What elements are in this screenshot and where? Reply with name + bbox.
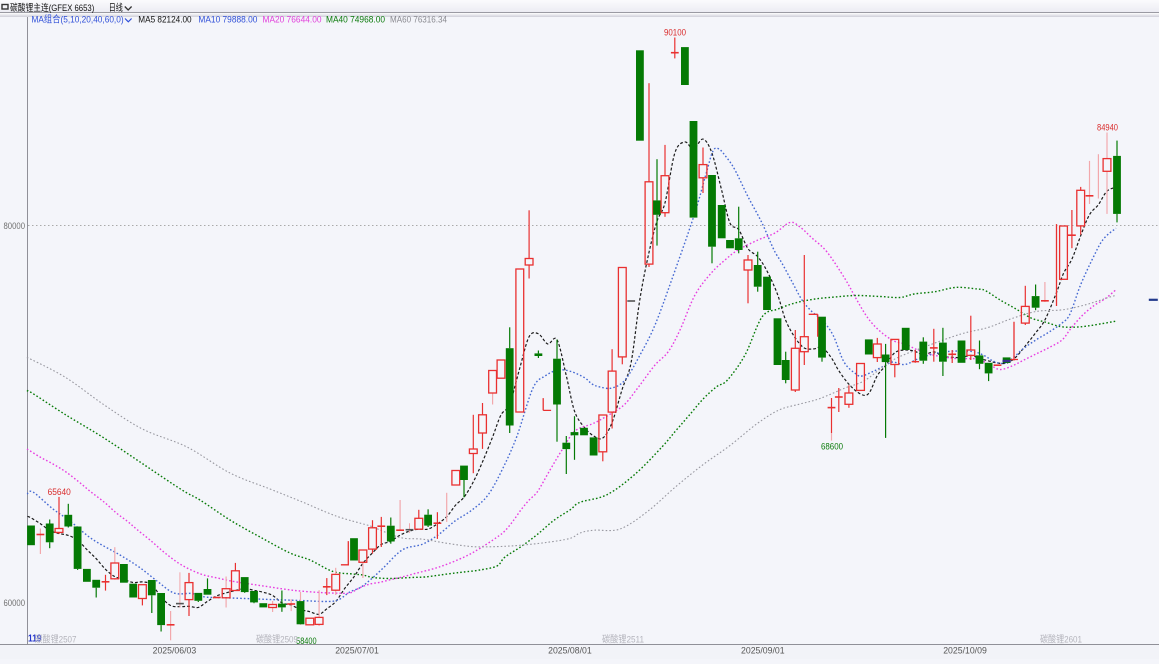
svg-text:119: 119: [28, 633, 42, 644]
svg-text:碳酸锂2507: 碳酸锂2507: [35, 634, 77, 646]
svg-text:MA10 79888.00: MA10 79888.00: [198, 14, 257, 25]
svg-text:MA5 82124.00: MA5 82124.00: [138, 14, 191, 25]
svg-text:碳酸锂2509: 碳酸锂2509: [256, 634, 298, 646]
svg-text:碳酸锂2511: 碳酸锂2511: [602, 634, 644, 646]
svg-text:58400: 58400: [296, 636, 317, 647]
svg-text:90100: 90100: [664, 28, 686, 39]
svg-text:MA40 74968.00: MA40 74968.00: [326, 14, 385, 25]
svg-text:84940: 84940: [1097, 123, 1118, 134]
svg-text:MA20 76644.00: MA20 76644.00: [263, 14, 322, 25]
svg-text:MA组合(5,10,20,40,60,0): MA组合(5,10,20,40,60,0): [32, 13, 124, 25]
svg-text:2025/09/01: 2025/09/01: [741, 645, 785, 656]
svg-text:80000: 80000: [4, 221, 26, 232]
svg-text:60000: 60000: [4, 598, 26, 609]
svg-text:MA60 76316.34: MA60 76316.34: [390, 14, 447, 25]
svg-text:65640: 65640: [48, 487, 71, 498]
svg-text:2025/10/09: 2025/10/09: [943, 645, 987, 656]
svg-text:2025/08/01: 2025/08/01: [548, 645, 592, 656]
svg-text:2025/07/01: 2025/07/01: [335, 645, 379, 656]
svg-text:2025/06/03: 2025/06/03: [153, 645, 197, 656]
svg-text:碳酸锂主连(GFEX 6653): 碳酸锂主连(GFEX 6653): [10, 2, 94, 14]
svg-text:68600: 68600: [821, 442, 843, 453]
svg-text:碳酸锂2601: 碳酸锂2601: [1040, 634, 1082, 646]
svg-text:日线: 日线: [109, 2, 124, 14]
